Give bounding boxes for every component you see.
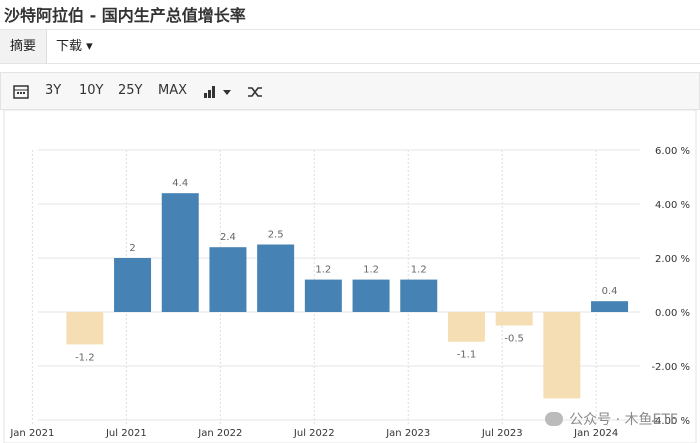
watermark-text: 公众号 · 木鱼ETF (569, 412, 678, 428)
bar (400, 279, 438, 312)
range-button[interactable]: 25Y (118, 83, 143, 98)
bar (447, 312, 485, 342)
shuffle-icon[interactable] (247, 85, 263, 99)
data-label: 1.2 (411, 265, 427, 276)
toolbar: 3Y 10Y 25Y MAX (0, 72, 700, 110)
data-label: 0.4 (602, 286, 618, 297)
bar (161, 193, 199, 312)
data-label: -1.1 (457, 350, 477, 361)
bar (543, 312, 581, 399)
bar (257, 244, 295, 312)
bar (495, 312, 533, 326)
y-tick-label: 0.00 % (655, 308, 690, 319)
tab[interactable]: 摘要 (0, 30, 47, 63)
calendar-icon[interactable] (13, 84, 29, 99)
bar (66, 312, 104, 345)
data-label: 2.4 (220, 232, 236, 243)
y-tick-label: 6.00 % (655, 146, 690, 157)
range-button[interactable]: 3Y (45, 83, 62, 98)
x-tick-label: Jan 2021 (9, 428, 54, 439)
data-label: 2.5 (268, 230, 284, 241)
chart-type-icon[interactable] (203, 85, 233, 99)
y-tick-label: 2.00 % (655, 254, 690, 265)
x-tick-label: Jan 2022 (197, 428, 242, 439)
page-title: 沙特阿拉伯 - 国内生产总值增长率 (4, 6, 246, 25)
y-tick-label: -2.00 % (651, 362, 690, 373)
y-tick-label: 4.00 % (655, 200, 690, 211)
data-label: 4.4 (172, 178, 188, 189)
tab-label[interactable]: 下载 (56, 39, 83, 54)
tab-bar: 摘要 下载 ▾ (0, 29, 700, 64)
x-tick-label: Jul 2023 (481, 428, 523, 439)
data-label: -0.5 (504, 334, 524, 345)
data-label: -1.2 (75, 352, 95, 363)
tab[interactable]: 下载 ▾ (56, 39, 93, 54)
x-tick-label: Jan 2023 (385, 428, 430, 439)
bar (591, 301, 629, 312)
x-tick-label: Jul 2022 (293, 428, 335, 439)
range-button[interactable]: MAX (158, 83, 188, 98)
range-button[interactable]: 10Y (79, 83, 104, 98)
bar (304, 279, 342, 312)
data-label: 1.2 (315, 265, 331, 276)
data-label: 1.2 (363, 265, 379, 276)
bar (352, 279, 390, 312)
data-label: 2 (129, 243, 135, 254)
bar (209, 247, 247, 312)
x-tick-label: Jul 2021 (105, 428, 147, 439)
y-tick-label: -4.00 % (651, 416, 690, 427)
plot-frame (3, 110, 697, 443)
bar (114, 258, 152, 312)
chart: Jan 2021 Jul 2021 Jan 2022 Jul 2022 Jan 2023… (3, 110, 697, 443)
watermark: 公众号 · 木鱼ETF (545, 409, 678, 429)
x-tick-label: Jan 2024 (573, 428, 618, 439)
